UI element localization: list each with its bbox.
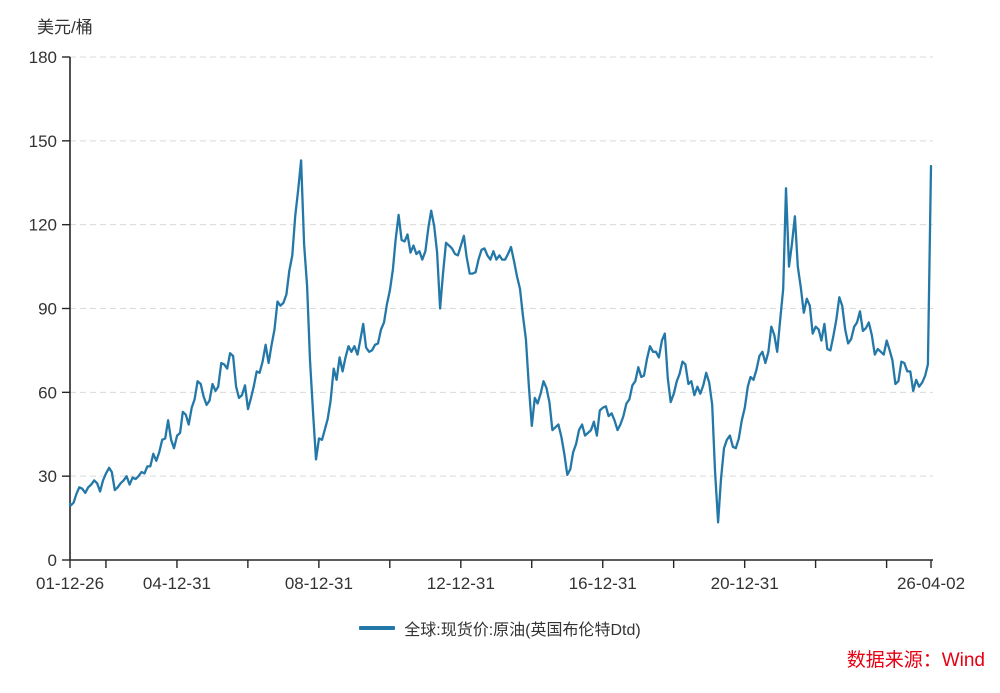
y-tick-label: 60 xyxy=(38,383,57,402)
x-tick-label: 26-04-02 xyxy=(897,574,965,593)
y-tick-label: 30 xyxy=(38,467,57,486)
x-tick-label: 16-12-31 xyxy=(569,574,637,593)
y-tick-label: 0 xyxy=(48,551,57,570)
x-tick-label: 08-12-31 xyxy=(285,574,353,593)
x-tick-label: 04-12-31 xyxy=(143,574,211,593)
legend-series-label: 全球:现货价:原油(英国布伦特Dtd) xyxy=(404,622,641,639)
price-line xyxy=(68,159,933,524)
y-tick-label: 180 xyxy=(29,48,57,67)
y-tick-label: 120 xyxy=(29,216,57,235)
y-axis-unit-label: 美元/桶 xyxy=(37,18,93,37)
data-source-label: 数据来源：Wind xyxy=(846,650,985,671)
x-tick-label: 01-12-26 xyxy=(36,574,104,593)
chart-legend: 全球:现货价:原油(英国布伦特Dtd) xyxy=(0,616,1000,640)
x-tick-label: 20-12-31 xyxy=(711,574,779,593)
x-tick-label: 12-12-31 xyxy=(427,574,495,593)
y-tick-label: 150 xyxy=(29,132,57,151)
y-tick-label: 90 xyxy=(38,300,57,319)
legend-line-swatch xyxy=(359,626,396,630)
